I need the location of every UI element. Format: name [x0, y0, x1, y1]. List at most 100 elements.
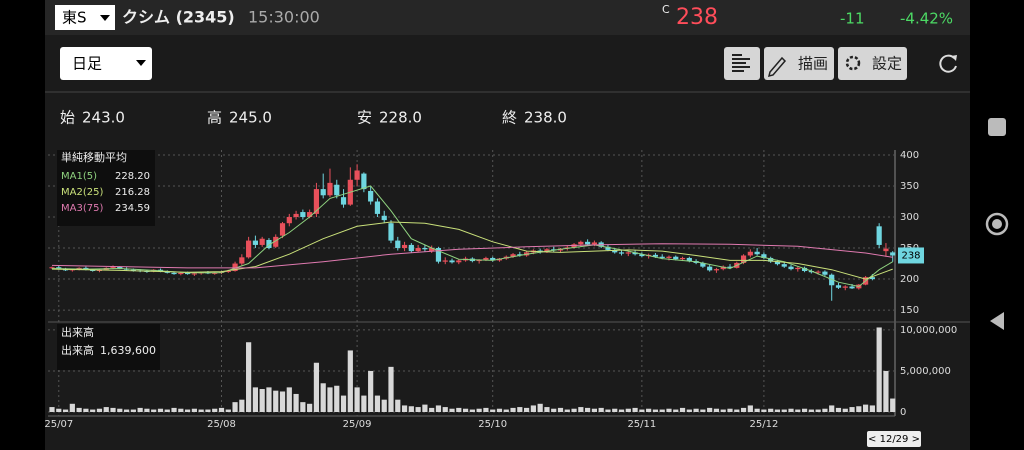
volume-bar — [713, 408, 720, 412]
volume-bar — [510, 407, 516, 412]
candle-body — [890, 252, 896, 256]
volume-bar — [429, 407, 435, 412]
settings-button[interactable] — [838, 47, 907, 80]
volume-bar — [856, 406, 862, 412]
candle-body — [829, 274, 835, 286]
candle-body — [747, 251, 753, 256]
y-tick-label: 200 — [900, 274, 919, 285]
volume-bar — [476, 408, 482, 412]
candle-body — [313, 189, 320, 214]
candle-body — [171, 272, 177, 275]
candle-body — [435, 248, 442, 262]
candle-body — [510, 254, 516, 257]
change: -11 — [840, 10, 865, 28]
volume-bar — [178, 408, 184, 412]
draw-button[interactable] — [764, 47, 834, 80]
candle-body — [795, 267, 801, 270]
volume-bar — [768, 408, 774, 412]
candle-body — [673, 256, 679, 260]
volume-bar — [340, 395, 347, 412]
candle-body — [293, 213, 299, 218]
volume-legend-box — [57, 324, 160, 370]
candle-body — [835, 285, 842, 288]
volume-bar — [56, 408, 62, 412]
volume-bar — [96, 408, 103, 412]
volume-bar — [490, 409, 496, 412]
volume-bar — [151, 409, 157, 412]
volume-bar — [259, 389, 265, 412]
volume-bar — [598, 407, 604, 412]
nav-recent[interactable] — [988, 118, 1006, 136]
nav-back[interactable] — [990, 312, 1004, 330]
period-select[interactable] — [60, 47, 152, 80]
y-tick-label: 10,000,000 — [900, 325, 957, 336]
volume-bar — [225, 409, 231, 412]
volume-bar — [639, 409, 645, 412]
volume-bar — [788, 408, 794, 412]
candle-body — [456, 260, 462, 263]
volume-legend-label: 出来高 — [61, 343, 94, 357]
candle-body — [401, 244, 408, 249]
candle-body — [320, 189, 326, 196]
candle-body — [381, 215, 387, 221]
dropdown-icon — [100, 15, 110, 21]
candle-body — [869, 277, 875, 280]
ohlc-label: 終 — [502, 109, 517, 127]
pencil-icon — [767, 56, 787, 78]
volume-bar — [388, 366, 394, 412]
candle-body — [273, 236, 279, 247]
volume-bar — [123, 409, 130, 412]
volume-bar — [408, 406, 414, 412]
x-tick-label: 25/12 — [749, 419, 778, 430]
nav-home[interactable] — [985, 212, 1009, 236]
ohlc-label: 高 — [207, 109, 222, 127]
settings-label: 設定 — [872, 55, 902, 73]
volume-bar — [747, 405, 753, 412]
volume-bar — [327, 387, 333, 412]
volume-bar — [164, 409, 170, 412]
change-pct: -4.42% — [900, 10, 953, 28]
volume-bar — [191, 408, 197, 412]
volume-bar — [401, 405, 408, 412]
volume-bar — [883, 370, 889, 412]
volume-bar — [544, 407, 550, 412]
volume-bar — [666, 408, 672, 412]
candle-body — [449, 260, 455, 263]
candle-body — [476, 259, 482, 262]
candle-body — [279, 223, 286, 236]
volume-bar — [130, 409, 136, 412]
x-tick-label: 25/09 — [343, 419, 372, 430]
candle-body — [788, 266, 794, 270]
y-tick-label: 350 — [900, 181, 919, 192]
volume-bar — [90, 409, 96, 412]
ohlc-value: 245.0 — [229, 109, 272, 127]
candle-body — [307, 212, 313, 218]
ma-legend-name: MA3(75) — [61, 203, 103, 214]
x-tick-label: 25/07 — [44, 419, 73, 430]
volume-bar — [707, 407, 713, 412]
volume-bar — [232, 402, 238, 412]
volume-bar — [537, 403, 543, 412]
candle-body — [415, 248, 421, 252]
volume-bar — [334, 385, 340, 412]
candle-body — [110, 266, 116, 268]
candle-body — [517, 254, 523, 256]
candle-body — [591, 242, 597, 245]
candle-body — [727, 266, 733, 268]
volume-bar — [198, 409, 204, 412]
candle-body — [185, 272, 191, 275]
volume-bar — [578, 407, 584, 412]
candle-body — [361, 173, 367, 190]
volume-bar — [171, 407, 177, 412]
ohlc-label: 安 — [357, 109, 372, 127]
volume-bar — [422, 404, 428, 412]
candle-body — [707, 266, 713, 271]
refresh-icon[interactable] — [939, 54, 957, 73]
volume-bar — [361, 395, 367, 412]
candle-body — [740, 255, 747, 263]
exchange: 東S — [62, 9, 87, 27]
ohlc-value: 238.0 — [524, 109, 567, 127]
volume-legend-value: 1,639,600 — [100, 344, 156, 357]
candle-body — [429, 248, 435, 252]
candle-body — [632, 252, 638, 255]
